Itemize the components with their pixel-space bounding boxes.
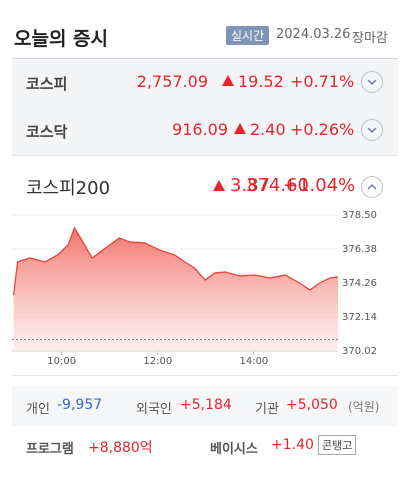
investor-value: +5,184 bbox=[180, 397, 232, 413]
investor-label: 기관 bbox=[255, 402, 279, 417]
up-icon bbox=[213, 180, 225, 191]
index-percent: +0.71% bbox=[290, 72, 355, 91]
index-percent: +1.04% bbox=[283, 175, 356, 196]
y-tick-label: 374.26 bbox=[342, 278, 377, 289]
index-row[interactable]: 코스닥 916.09 2.40 +0.26% bbox=[12, 105, 398, 156]
index-change: 19.52 bbox=[238, 72, 284, 91]
index-percent: +0.26% bbox=[290, 120, 355, 139]
collapse-button[interactable] bbox=[361, 176, 383, 198]
program-label: 프로그램 bbox=[26, 442, 74, 457]
program-value: +8,880억 bbox=[88, 440, 153, 456]
unit: (억원) bbox=[348, 400, 380, 414]
y-tick-label: 378.50 bbox=[342, 210, 377, 221]
investor-value: +5,050 bbox=[286, 397, 338, 413]
divider bbox=[12, 375, 398, 376]
y-tick-label: 370.02 bbox=[342, 346, 377, 357]
y-tick-label: 372.14 bbox=[342, 312, 377, 323]
index-name: 코스피 bbox=[26, 75, 68, 93]
index-name: 코스닥 bbox=[26, 123, 68, 141]
x-tick-label: 10:00 bbox=[47, 356, 76, 367]
status: 장마감 bbox=[352, 31, 388, 46]
date: 2024.03.26 bbox=[276, 27, 351, 42]
expand-button[interactable] bbox=[361, 119, 383, 141]
basis-value: +1.40 bbox=[271, 437, 314, 453]
index-value: 374.60 bbox=[246, 175, 309, 196]
x-tick-label: 14:00 bbox=[239, 356, 268, 367]
index-name: 코스피200 bbox=[26, 178, 111, 199]
title: 오늘의 증시 bbox=[14, 28, 109, 50]
y-tick-label: 376.38 bbox=[342, 244, 377, 255]
chart: 378.50 376.38 374.26 372.14 370.02 10:00 12:00… bbox=[12, 210, 377, 367]
up-icon bbox=[222, 75, 234, 86]
basis-label: 베이시스 bbox=[210, 442, 258, 457]
investor-bar: 개인 -9,957 외국인 +5,184 기관 +5,050 (억원) bbox=[12, 386, 398, 426]
badge: 실시간 bbox=[226, 26, 270, 45]
basis-state: 콘탱고 bbox=[318, 435, 357, 455]
x-tick-label: 12:00 bbox=[143, 356, 172, 367]
up-icon bbox=[234, 123, 246, 134]
investor-label: 외국인 bbox=[136, 402, 172, 417]
expand-button[interactable] bbox=[361, 71, 383, 93]
index-change: 2.40 bbox=[250, 120, 286, 139]
area bbox=[13, 227, 339, 351]
line bbox=[12, 226, 339, 296]
index-value: 916.09 bbox=[172, 120, 228, 139]
investor-label: 개인 bbox=[26, 402, 50, 417]
index-row[interactable]: 코스피 2,757.09 19.52 +0.71% bbox=[12, 58, 398, 106]
investor-value: -9,957 bbox=[57, 397, 103, 413]
index-change: 3.87 bbox=[230, 175, 271, 196]
index-value: 2,757.09 bbox=[136, 72, 208, 91]
